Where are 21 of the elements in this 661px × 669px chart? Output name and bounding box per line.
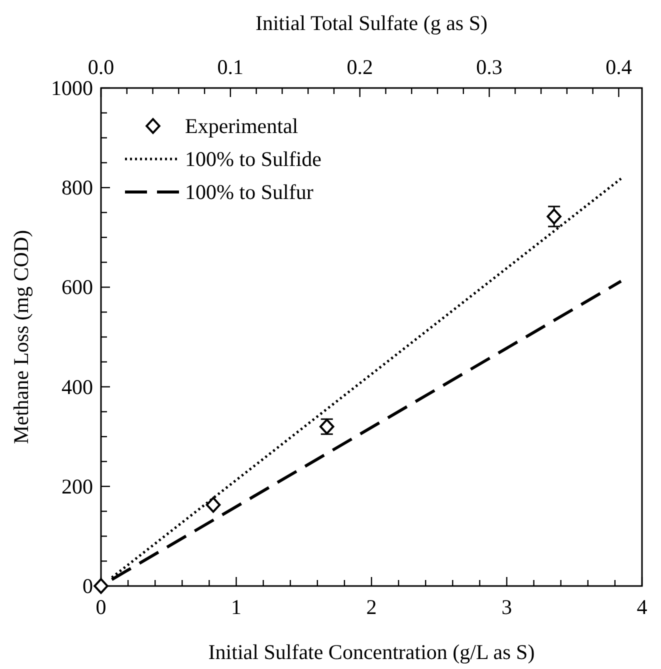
x-axis-title: Initial Sulfate Concentration (g/L as S): [208, 640, 535, 664]
x-tick-label: 4: [636, 595, 648, 619]
legend-label: 100% to Sulfur: [185, 180, 314, 204]
y-axis-title: Methane Loss (mg COD): [9, 230, 33, 444]
x-tick-label: 1: [231, 595, 242, 619]
x-tick-label: 3: [502, 595, 512, 619]
x2-tick-label: 0.1: [217, 55, 244, 79]
x2-tick-label: 0.3: [476, 55, 502, 79]
x2-tick-label: 0.0: [88, 55, 114, 79]
y-tick-label: 600: [62, 275, 93, 300]
y-tick-label: 1000: [51, 76, 93, 100]
x2-tick-label: 0.2: [346, 55, 373, 79]
legend-label: Experimental: [185, 114, 298, 138]
y-tick-label: 0: [82, 574, 93, 598]
y-tick-label: 400: [62, 374, 93, 399]
x2-axis-title: Initial Total Sulfate (g as S): [255, 11, 488, 35]
y-tick-label: 200: [62, 474, 93, 498]
x2-tick-label: 0.4: [606, 55, 632, 79]
y-tick-label: 800: [62, 176, 93, 200]
x-tick-label: 2: [366, 595, 377, 619]
legend-label: 100% to Sulfide: [185, 147, 322, 171]
